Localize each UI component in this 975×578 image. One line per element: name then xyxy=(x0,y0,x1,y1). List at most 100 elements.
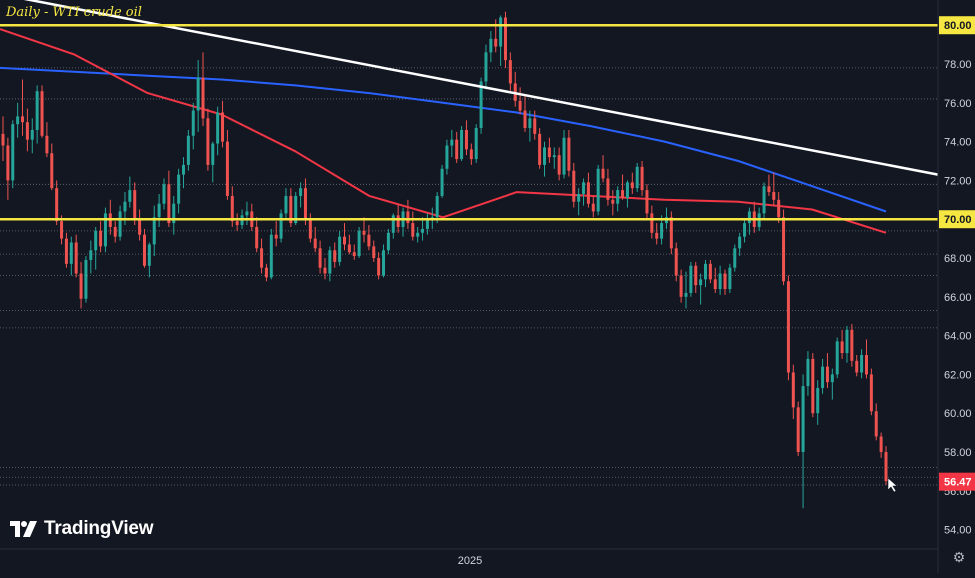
candle-body xyxy=(811,358,815,414)
tradingview-wordmark: TradingView xyxy=(44,518,154,539)
candle-body xyxy=(625,182,629,198)
candle-body xyxy=(255,226,259,249)
candle-body xyxy=(733,248,737,268)
candle-body xyxy=(499,17,503,47)
candle-body xyxy=(299,188,303,196)
candle-body xyxy=(796,407,800,453)
candle-body xyxy=(40,91,44,136)
candle-body xyxy=(367,234,371,247)
candle-body xyxy=(557,155,561,175)
candle-body xyxy=(279,213,283,239)
candle-body xyxy=(64,238,68,264)
candle-body xyxy=(1,133,5,146)
candle-body xyxy=(118,211,122,237)
candle-body xyxy=(782,217,786,282)
candle-body xyxy=(611,199,615,204)
candle-body xyxy=(50,153,54,189)
candle-body xyxy=(294,195,298,224)
candle-body xyxy=(543,147,547,165)
candle-body xyxy=(874,411,878,437)
candle-body xyxy=(396,215,400,227)
candle-body xyxy=(21,116,25,123)
level-price-tag xyxy=(939,16,975,35)
candle-body xyxy=(630,182,634,189)
level-price-label: 70.00 xyxy=(944,214,972,226)
candle-body xyxy=(835,341,839,375)
candle-body xyxy=(684,292,688,297)
last-price-label: 56.47 xyxy=(944,477,972,489)
candle-body xyxy=(284,195,288,214)
candle-body xyxy=(533,118,537,134)
candle-body xyxy=(323,267,327,274)
y-tick-label: 72.00 xyxy=(944,175,972,187)
candle-body xyxy=(596,168,600,212)
candle-body xyxy=(352,252,356,257)
y-tick-label: 60.00 xyxy=(944,408,972,420)
candle-body xyxy=(328,250,332,274)
candle-body xyxy=(699,279,703,286)
candle-body xyxy=(694,265,698,286)
candle-body xyxy=(503,17,507,61)
candle-body xyxy=(308,219,312,239)
candle-body xyxy=(69,242,73,264)
candle-body xyxy=(386,232,390,251)
candle-body xyxy=(806,358,810,387)
candle-body xyxy=(718,273,722,290)
candle-body xyxy=(703,263,707,280)
candle-body xyxy=(303,188,307,220)
candle-body xyxy=(216,112,220,144)
candle-body xyxy=(582,182,586,194)
candle-body xyxy=(601,168,605,179)
candle-body xyxy=(235,221,239,226)
candle-body xyxy=(45,135,49,154)
candle-body xyxy=(552,155,556,158)
candle-body xyxy=(747,211,751,224)
candle-body xyxy=(743,223,747,237)
candle-body xyxy=(425,219,429,229)
candle-body xyxy=(338,236,342,262)
candle-body xyxy=(377,258,381,276)
level-price-tag xyxy=(939,210,975,229)
gear-icon[interactable]: ⚙ xyxy=(952,549,966,565)
candle-body xyxy=(469,149,473,160)
candle-body xyxy=(679,275,683,297)
candle-body xyxy=(855,360,859,373)
candle-body xyxy=(723,273,727,290)
level-price-label: 80.00 xyxy=(944,20,972,32)
candle-body xyxy=(138,219,142,235)
candle-body xyxy=(713,279,717,290)
candle-body xyxy=(455,139,459,160)
candle-body xyxy=(313,238,317,249)
y-tick-label: 74.00 xyxy=(944,137,972,149)
candle-body xyxy=(591,203,595,212)
candle-body xyxy=(567,137,571,171)
candle-body xyxy=(606,178,610,200)
y-tick-label: 54.00 xyxy=(944,525,972,537)
candle-body xyxy=(196,77,200,111)
candle-body xyxy=(30,129,34,140)
candle-body xyxy=(79,273,83,299)
candle-body xyxy=(177,174,181,204)
candle-body xyxy=(586,182,590,204)
candle-body xyxy=(11,124,15,181)
candle-body xyxy=(660,223,664,239)
tradingview-logo[interactable]: TradingView xyxy=(10,518,154,540)
candle-body xyxy=(182,164,186,175)
candle-body xyxy=(572,170,576,202)
candle-body xyxy=(172,203,176,224)
candle-body xyxy=(494,38,498,47)
candle-body xyxy=(479,81,483,129)
y-tick-label: 66.00 xyxy=(944,292,972,304)
candle-body xyxy=(738,236,742,249)
candle-body xyxy=(357,230,361,257)
candle-body xyxy=(821,366,825,388)
candle-body xyxy=(6,145,10,181)
candle-body xyxy=(157,203,161,218)
candle-body xyxy=(55,188,59,222)
candle-body xyxy=(269,234,273,278)
candle-body xyxy=(450,139,454,146)
last-price-tag xyxy=(939,472,975,491)
